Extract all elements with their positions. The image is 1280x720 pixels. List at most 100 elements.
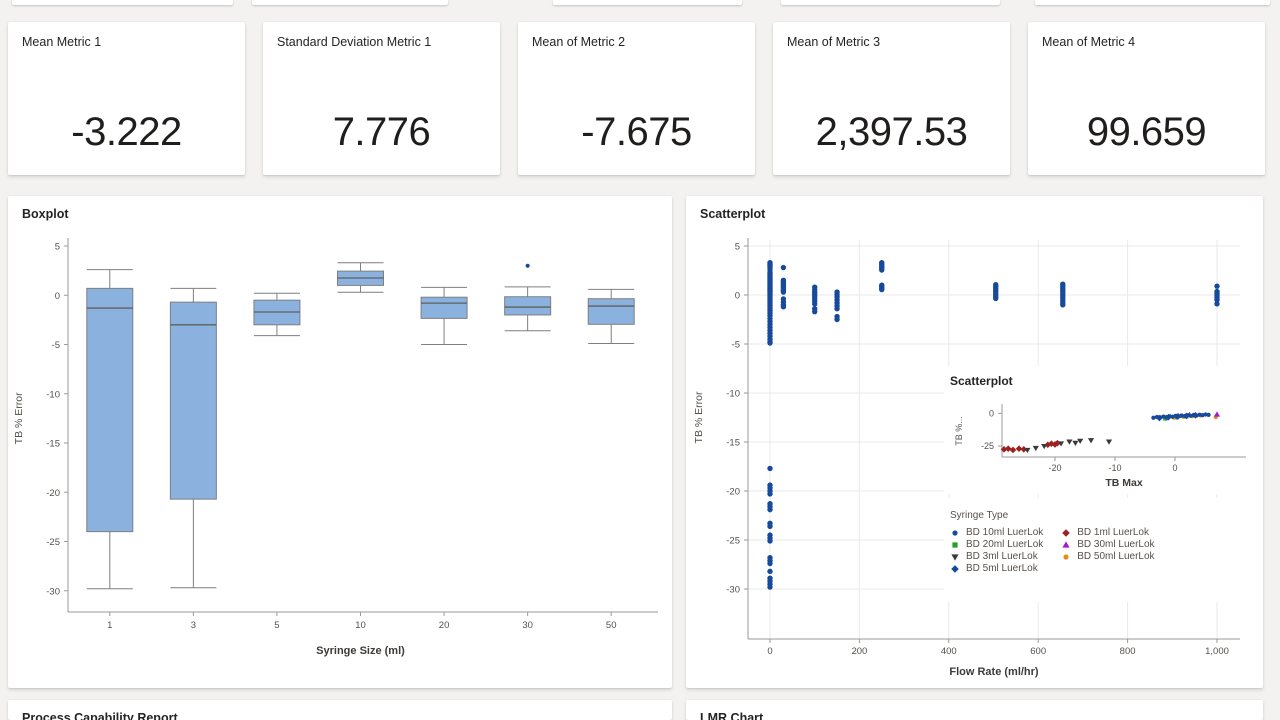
circle-marker-icon bbox=[1063, 554, 1069, 560]
metric-label: Mean Metric 1 bbox=[22, 35, 102, 49]
process-capability-title: Process Capability Report bbox=[22, 711, 178, 720]
legend-item[interactable]: BD 1ml LuerLok bbox=[1061, 527, 1154, 539]
svg-text:Flow Rate (ml/hr): Flow Rate (ml/hr) bbox=[949, 666, 1039, 678]
svg-text:-20: -20 bbox=[46, 488, 60, 499]
svg-text:-20: -20 bbox=[726, 487, 740, 498]
svg-text:0: 0 bbox=[1172, 463, 1177, 473]
svg-text:-20: -20 bbox=[1048, 463, 1061, 473]
svg-text:3: 3 bbox=[191, 620, 196, 631]
legend-item[interactable]: BD 3ml LuerLok bbox=[950, 551, 1043, 563]
metric-card-std-dev-metric-1[interactable]: Standard Deviation Metric 1 7.776 bbox=[263, 22, 500, 175]
scatterplot-title: Scatterplot bbox=[700, 207, 766, 221]
svg-text:0: 0 bbox=[989, 408, 994, 418]
svg-text:-5: -5 bbox=[732, 340, 740, 351]
metric-value: 7.776 bbox=[332, 110, 431, 154]
svg-text:30: 30 bbox=[522, 620, 533, 631]
svg-text:50: 50 bbox=[606, 620, 617, 631]
cut-card-strip bbox=[252, 0, 448, 5]
legend-column: BD 1ml LuerLok BD 30ml LuerLok BD 50ml Lue… bbox=[1061, 527, 1155, 575]
legend-item[interactable]: BD 5ml LuerLok bbox=[950, 563, 1043, 575]
diamond-marker-icon bbox=[951, 564, 959, 573]
cut-card-strip bbox=[553, 0, 742, 5]
metric-card-mean-metric-3[interactable]: Mean of Metric 3 2,397.53 bbox=[773, 22, 1010, 175]
svg-text:TB % Error: TB % Error bbox=[13, 392, 25, 444]
lmr-chart-card[interactable]: LMR Chart bbox=[686, 700, 1263, 720]
metric-value: 99.659 bbox=[1086, 110, 1207, 154]
legend-label: BD 3ml LuerLok bbox=[966, 551, 1038, 563]
svg-text:800: 800 bbox=[1120, 646, 1136, 657]
legend-label: BD 10ml LuerLok bbox=[966, 527, 1044, 539]
svg-text:TB % Error: TB % Error bbox=[693, 391, 705, 443]
metric-value: 2,397.53 bbox=[815, 110, 968, 154]
legend-item[interactable]: BD 20ml LuerLok bbox=[950, 539, 1043, 551]
triangle-down-marker-icon bbox=[951, 554, 959, 561]
inset-scatterplot: Scatterplot 0 -25 -20 -10 0 TB Max TB %... bbox=[950, 374, 1246, 489]
legend-label: BD 20ml LuerLok bbox=[966, 539, 1044, 551]
boxplot-boxes bbox=[86, 262, 635, 590]
cut-card-strip bbox=[781, 0, 1000, 5]
svg-text:-10: -10 bbox=[726, 389, 740, 400]
square-marker-icon bbox=[952, 542, 958, 548]
legend-item[interactable]: BD 30ml LuerLok bbox=[1061, 539, 1155, 551]
triangle-up-marker-icon bbox=[1062, 541, 1070, 548]
legend-item[interactable]: BD 10ml LuerLok bbox=[950, 527, 1043, 539]
svg-text:-25: -25 bbox=[46, 537, 60, 548]
svg-text:TB %...: TB %... bbox=[954, 416, 964, 446]
svg-text:-15: -15 bbox=[726, 438, 740, 449]
scatterplot-card[interactable]: Scatterplot 5 0 -5 -10 -15 -20 -25 -30 0 200 400 60… bbox=[686, 196, 1263, 688]
scatterplot-chart: 5 0 -5 -10 -15 -20 -25 -30 0 200 400 600 800 1,000 Flo… bbox=[693, 238, 1258, 678]
scatter-axes: 5 0 -5 -10 -15 -20 -25 -30 0 200 400 600 800 1,000 bbox=[726, 238, 1240, 657]
metric-label: Mean of Metric 2 bbox=[532, 35, 626, 49]
boxplot-card[interactable]: Boxplot 5 0 -5 -10 -15 -20 -25 -30 1 3 5 10 20 30 50 Sy… bbox=[8, 196, 672, 688]
metric-value: -3.222 bbox=[71, 110, 182, 154]
lmr-chart-title: LMR Chart bbox=[700, 711, 764, 720]
svg-text:5: 5 bbox=[274, 620, 279, 631]
svg-text:-10: -10 bbox=[1108, 463, 1121, 473]
svg-text:-15: -15 bbox=[46, 439, 60, 450]
svg-text:0: 0 bbox=[767, 646, 772, 657]
svg-text:Scatterplot: Scatterplot bbox=[950, 374, 1013, 388]
svg-text:0: 0 bbox=[55, 291, 60, 302]
svg-text:5: 5 bbox=[735, 242, 740, 253]
metric-card-mean-metric-4[interactable]: Mean of Metric 4 99.659 bbox=[1028, 22, 1265, 175]
boxplot-title: Boxplot bbox=[22, 207, 69, 221]
metric-label: Mean of Metric 3 bbox=[787, 35, 881, 49]
metric-label: Mean of Metric 4 bbox=[1042, 35, 1136, 49]
svg-text:-5: -5 bbox=[52, 340, 60, 351]
legend-label: BD 30ml LuerLok bbox=[1077, 539, 1155, 551]
svg-text:-25: -25 bbox=[981, 441, 994, 451]
cut-card-strip bbox=[12, 0, 233, 5]
svg-text:600: 600 bbox=[1030, 646, 1046, 657]
legend-label: BD 5ml LuerLok bbox=[966, 563, 1038, 575]
svg-text:200: 200 bbox=[851, 646, 867, 657]
legend-title: Syringe Type bbox=[950, 510, 1009, 521]
svg-text:10: 10 bbox=[355, 620, 366, 631]
diamond-marker-icon bbox=[1062, 528, 1071, 537]
svg-text:-30: -30 bbox=[726, 585, 740, 596]
process-capability-card[interactable]: Process Capability Report bbox=[8, 700, 672, 720]
legend-column: BD 10ml LuerLok BD 20ml LuerLok BD 3ml Lue… bbox=[950, 527, 1043, 575]
svg-text:-30: -30 bbox=[46, 586, 60, 597]
cut-card-strip bbox=[1035, 0, 1270, 5]
svg-text:0: 0 bbox=[735, 291, 740, 302]
legend-label: BD 50ml LuerLok bbox=[1077, 551, 1155, 563]
svg-text:TB Max: TB Max bbox=[1105, 477, 1143, 489]
metric-value: -7.675 bbox=[581, 110, 692, 154]
legend-item[interactable]: BD 50ml LuerLok bbox=[1061, 551, 1155, 563]
svg-text:Syringe Size (ml): Syringe Size (ml) bbox=[316, 645, 405, 657]
legend-label: BD 1ml LuerLok bbox=[1077, 527, 1149, 539]
svg-text:-25: -25 bbox=[726, 536, 740, 547]
boxplot-axes: 50-5-10-15-20-25-301 3 5 10 20 30 50 bbox=[46, 238, 658, 631]
svg-text:400: 400 bbox=[941, 646, 957, 657]
metric-card-mean-metric-2[interactable]: Mean of Metric 2 -7.675 bbox=[518, 22, 755, 175]
svg-text:5: 5 bbox=[55, 242, 60, 253]
circle-marker-icon bbox=[952, 530, 958, 536]
svg-text:1: 1 bbox=[107, 620, 112, 631]
metric-card-mean-metric-1[interactable]: Mean Metric 1 -3.222 bbox=[8, 22, 245, 175]
svg-text:20: 20 bbox=[439, 620, 450, 631]
svg-text:1,000: 1,000 bbox=[1205, 646, 1229, 657]
legend-columns: BD 10ml LuerLok BD 20ml LuerLok BD 3ml Lue… bbox=[950, 527, 1155, 575]
svg-text:-10: -10 bbox=[46, 389, 60, 400]
